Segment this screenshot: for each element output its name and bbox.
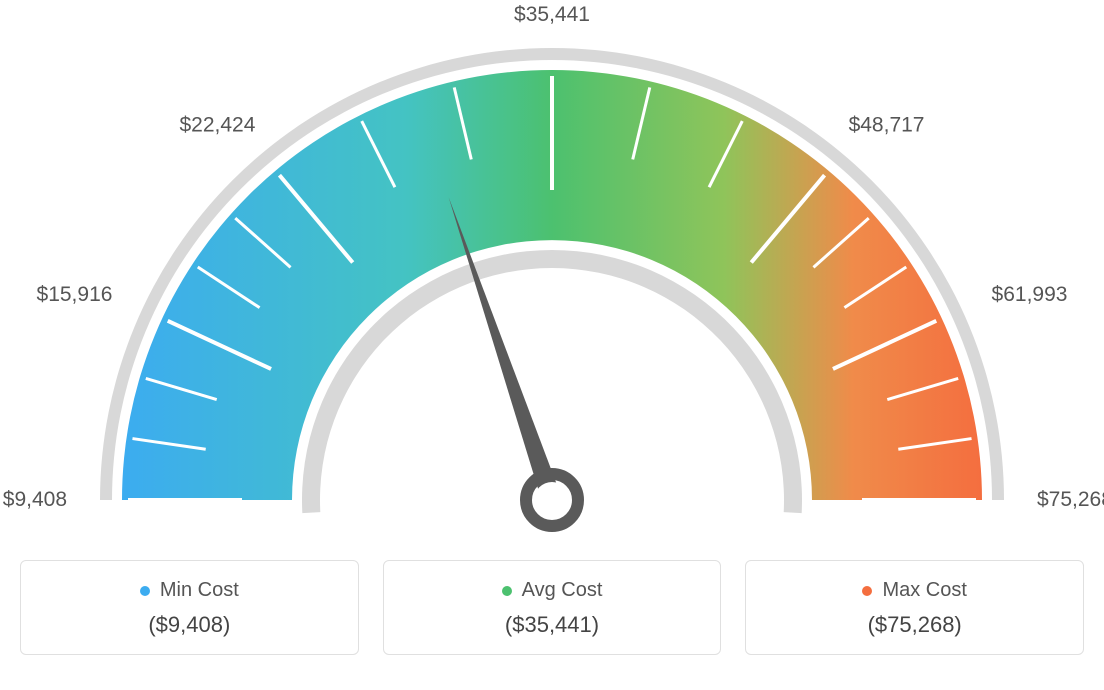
gauge-tick-label: $61,993 <box>992 283 1068 307</box>
dot-icon <box>502 586 512 596</box>
legend-value-min: ($9,408) <box>31 612 348 638</box>
legend-card-min: Min Cost ($9,408) <box>20 560 359 655</box>
legend-label-min: Min Cost <box>140 579 239 602</box>
gauge-tick-label: $35,441 <box>514 3 590 27</box>
gauge-tick-label: $48,717 <box>849 114 925 138</box>
gauge-tick-label: $9,408 <box>3 488 67 512</box>
dot-icon <box>140 586 150 596</box>
gauge-svg <box>20 20 1084 550</box>
legend-label-avg: Avg Cost <box>502 579 603 602</box>
legend-label-max: Max Cost <box>862 579 966 602</box>
gauge-tick-label: $75,268 <box>1037 488 1104 512</box>
legend-label-text: Min Cost <box>160 579 239 602</box>
legend-card-avg: Avg Cost ($35,441) <box>383 560 722 655</box>
legend-value-max: ($75,268) <box>756 612 1073 638</box>
cost-gauge-chart: $9,408$15,916$22,424$35,441$48,717$61,99… <box>20 20 1084 550</box>
legend-row: Min Cost ($9,408) Avg Cost ($35,441) Max… <box>20 560 1084 655</box>
legend-card-max: Max Cost ($75,268) <box>745 560 1084 655</box>
legend-label-text: Max Cost <box>882 579 966 602</box>
gauge-tick-label: $15,916 <box>37 283 113 307</box>
legend-label-text: Avg Cost <box>522 579 603 602</box>
legend-value-avg: ($35,441) <box>394 612 711 638</box>
dot-icon <box>862 586 872 596</box>
gauge-tick-label: $22,424 <box>179 114 255 138</box>
